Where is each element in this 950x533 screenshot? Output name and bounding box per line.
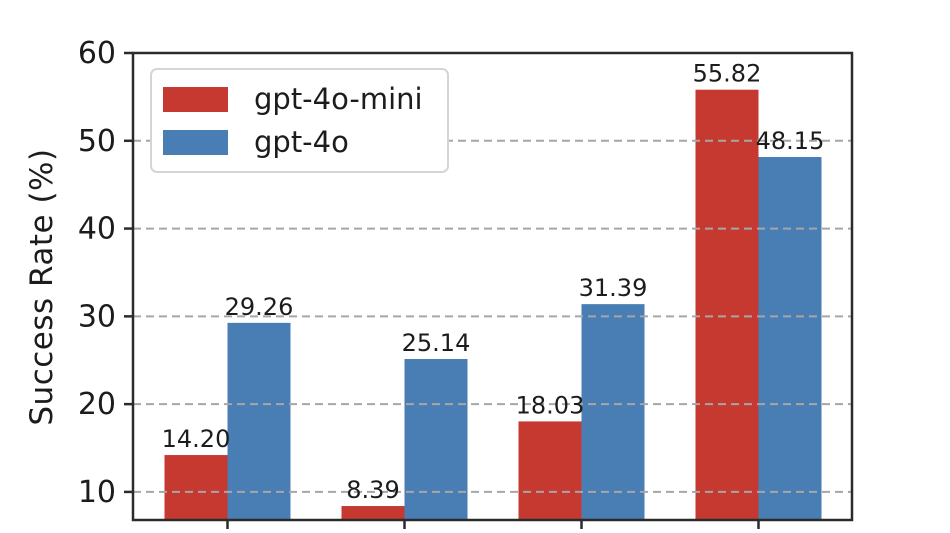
legend-swatch-red — [163, 86, 228, 112]
legend-item-gpt-4o: gpt-4o — [163, 125, 423, 159]
bar-value-label: 29.26 — [225, 293, 294, 321]
bar-value-label: 55.82 — [693, 60, 762, 88]
y-tick-label-60: 60 — [78, 36, 116, 71]
y-tick-label-10: 10 — [78, 475, 116, 510]
y-tick-label-20: 20 — [78, 387, 116, 422]
axes-border — [131, 51, 854, 522]
bar-gpt-4o-mini-group-4 — [695, 89, 759, 520]
legend-swatch-blue — [163, 129, 228, 155]
bar-value-label: 8.39 — [346, 476, 399, 504]
legend-label-gpt-4o: gpt-4o — [254, 125, 349, 159]
legend-item-gpt-4o-mini: gpt-4o-mini — [163, 82, 423, 116]
bar-gpt-4o-group-3 — [581, 304, 645, 520]
y-tick-label-50: 50 — [78, 124, 116, 159]
bar-gpt-4o-group-2 — [404, 359, 468, 520]
bar-gpt-4o-mini-group-1 — [164, 455, 228, 520]
bar-value-label: 25.14 — [402, 329, 471, 357]
bar-gpt-4o-group-4 — [758, 157, 822, 521]
bar-value-label: 14.20 — [162, 425, 231, 453]
bar-gpt-4o-group-1 — [227, 322, 291, 520]
bar-value-label: 31.39 — [579, 274, 648, 302]
bar-value-label: 48.15 — [756, 127, 825, 155]
y-tick-label-40: 40 — [78, 212, 116, 247]
legend-label-gpt-4o-mini: gpt-4o-mini — [254, 82, 423, 116]
bar-gpt-4o-mini-group-2 — [341, 506, 405, 520]
y-tick-label-30: 30 — [78, 299, 116, 334]
bar-gpt-4o-mini-group-3 — [518, 421, 582, 520]
legend: gpt-4o-mini gpt-4o — [150, 68, 449, 173]
bar-value-label: 18.03 — [516, 391, 585, 419]
